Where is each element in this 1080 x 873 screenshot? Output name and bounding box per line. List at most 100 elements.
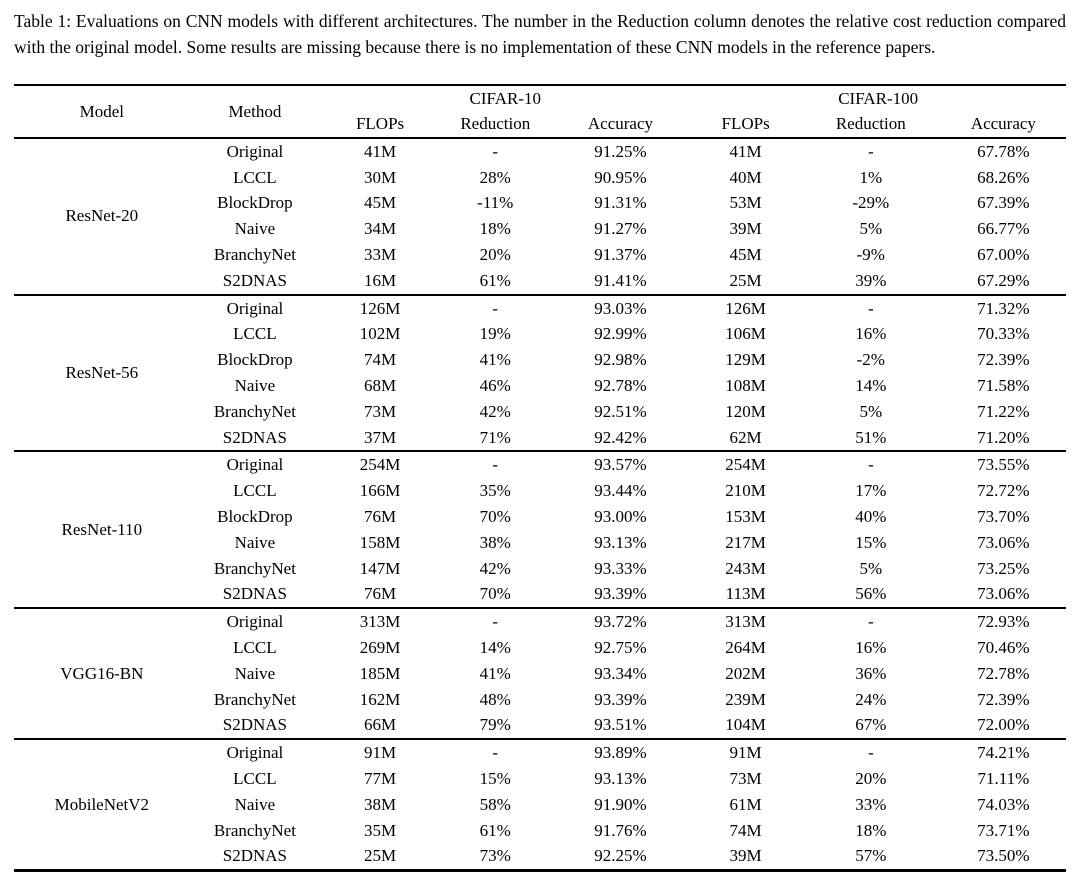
value-cell: 73.06% [977,532,1030,552]
value-cell: 92.75% [594,637,647,657]
value-cell: 113M [725,584,766,604]
method-cell: Original [226,455,284,475]
value-cell: 38% [479,532,511,552]
value-cell: 93.44% [594,481,647,501]
value-cell: 73.25% [977,558,1030,578]
value-cell: 91.31% [594,193,647,213]
value-cell: 41M [364,141,397,161]
method-cell: Original [226,141,284,161]
method-cell: LCCL [233,637,277,657]
value-cell: 91.25% [594,141,647,161]
value-cell: 254M [359,455,401,475]
table-row: Naive 34M 18% 91.27% 39M 5% 66.77% [14,216,1066,242]
value-cell: 93.34% [594,663,647,683]
value-cell: 35M [364,820,397,840]
method-cell: S2DNAS [222,270,288,290]
value-cell: 93.72% [594,612,647,632]
value-cell: 67.00% [977,244,1030,264]
value-cell: 25M [729,270,762,290]
value-cell: 93.13% [594,768,647,788]
model-group: ResNet-110 Original 254M - 93.57% 254M - 73.55%… [14,451,1066,608]
value-cell: 42% [479,558,511,578]
value-cell: 74.03% [977,794,1030,814]
value-cell: 24% [855,689,887,709]
value-cell: 71% [479,427,511,447]
value-cell: - [492,298,499,318]
table-row: ResNet-56 Original 126M - 93.03% 126M - 71.32% [14,295,1066,382]
value-cell: 93.57% [594,455,647,475]
value-cell: 57% [855,846,887,866]
method-cell: Naive [234,663,276,683]
method-cell: LCCL [233,768,277,788]
value-cell: 19% [479,324,511,344]
value-cell: 53M [729,193,762,213]
value-cell: 77M [364,768,397,788]
value-cell: 71.20% [977,427,1030,447]
value-cell: 39M [729,219,762,239]
value-cell: 70.33% [977,324,1030,344]
value-cell: 61M [729,794,762,814]
method-cell: S2DNAS [222,715,288,735]
value-cell: 38M [364,794,397,814]
value-cell: 73.50% [977,846,1030,866]
value-cell: 70% [479,506,511,526]
value-cell: 72.39% [977,350,1030,370]
value-cell: 153M [725,506,766,526]
value-cell: -11% [477,193,514,213]
value-cell: 93.51% [594,715,647,735]
value-cell: 61% [479,820,511,840]
value-cell: 73.71% [977,820,1030,840]
col-header-reduction-c100: Reduction [835,114,906,134]
value-cell: 72.00% [977,715,1030,735]
value-cell: 73.70% [977,506,1030,526]
value-cell: 67.29% [977,270,1030,290]
value-cell: 18% [855,820,887,840]
method-cell: BlockDrop [217,350,293,370]
table-row: S2DNAS 16M 61% 91.41% 25M 39% 67.29% [14,268,1066,295]
value-cell: 45M [729,244,762,264]
col-header-accuracy-c100: Accuracy [970,114,1036,134]
value-cell: 72.39% [977,689,1030,709]
col-header-flops-c100: FLOPs [721,114,770,134]
method-cell: Original [226,298,284,318]
table-row: S2DNAS 76M 70% 93.39% 113M 56% 73.06% [14,581,1066,608]
value-cell: 74.21% [977,743,1030,763]
value-cell: 39% [855,270,887,290]
value-cell: 41% [479,663,511,683]
table-row: BranchyNet 35M 61% 91.76% 74M 18% 73.71% [14,818,1066,844]
value-cell: 67.78% [977,141,1030,161]
col-header-flops-c10: FLOPs [355,114,405,134]
value-cell: - [492,743,499,763]
value-cell: 79% [479,715,511,735]
value-cell: 92.98% [594,350,647,370]
value-cell: 5% [859,558,883,578]
value-cell: 108M [725,375,766,395]
table-row: Naive 38M 58% 91.90% 61M 33% 74.03% [14,792,1066,818]
value-cell: - [867,298,874,318]
method-cell: BlockDrop [217,506,293,526]
method-cell: S2DNAS [222,584,288,604]
value-cell: 91.37% [594,244,647,264]
model-group: ResNet-20 Original 41M - 91.25% 41M - 67.78% LCC… [14,137,1066,295]
value-cell: 254M [725,455,766,475]
method-cell: Naive [234,794,276,814]
value-cell: 93.89% [594,743,647,763]
model-name-cell: VGG16-BN [60,663,144,683]
value-cell: 70% [479,584,511,604]
value-cell: -2% [856,350,885,370]
value-cell: 68.26% [977,167,1030,187]
value-cell: 67.39% [977,193,1030,213]
table-row: BranchyNet 33M 20% 91.37% 45M -9% 67.00% [14,242,1066,268]
value-cell: 102M [359,324,401,344]
col-header-model: Model [79,101,125,121]
method-cell: Original [226,743,284,763]
value-cell: 76M [364,506,397,526]
model-name-cell: ResNet-20 [65,206,139,226]
value-cell: 313M [359,612,401,632]
value-cell: 120M [725,401,766,421]
value-cell: 90.95% [594,167,647,187]
value-cell: 91M [729,743,762,763]
value-cell: 147M [359,558,401,578]
header-row-groups: Model Method CIFAR-10 CIFAR-100 [14,85,1066,121]
value-cell: 217M [725,532,766,552]
